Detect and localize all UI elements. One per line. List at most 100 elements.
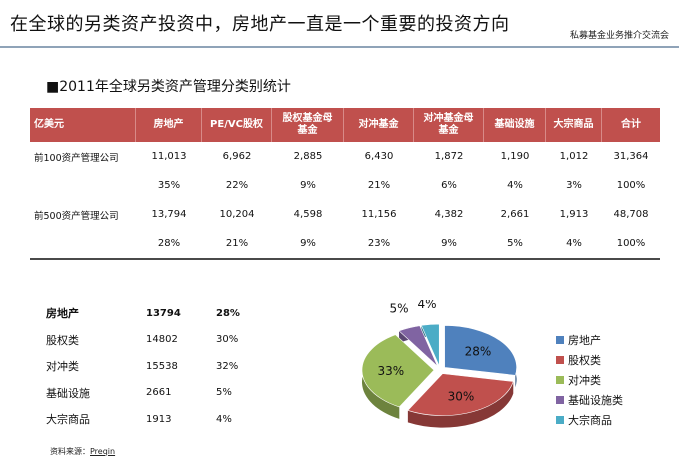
table-cell: 1,012 xyxy=(559,151,589,162)
summary-row: 房地产 13794 28% xyxy=(46,300,266,327)
source-name: Preqin xyxy=(90,447,116,456)
table-header-cell: 合计 xyxy=(621,119,641,130)
legend-swatch xyxy=(556,396,564,404)
table-cell: 31,364 xyxy=(613,151,649,162)
summary-pct: 28% xyxy=(216,307,240,319)
table-header-cell: 房地产 xyxy=(136,108,202,142)
table-cell: 9% xyxy=(441,238,457,249)
summary-amount: 14802 xyxy=(146,334,178,346)
summary-row: 大宗商品 1913 4% xyxy=(46,406,266,433)
legend-swatch xyxy=(556,336,564,344)
table-cell: 4% xyxy=(507,180,523,191)
summary-amount: 1913 xyxy=(146,413,172,425)
table-header-cell: 股权基金母基金 xyxy=(272,108,344,142)
summary-amount: 13794 xyxy=(146,307,181,319)
pie-slice xyxy=(420,323,440,367)
section-title: ■2011年全球另类资产管理分类别统计 xyxy=(46,79,291,95)
table-cell: 13,794 xyxy=(151,209,187,220)
table-header-cell: 亿美元 xyxy=(30,108,136,142)
table-cell: 11,156 xyxy=(361,209,397,220)
table-cell: 6,962 xyxy=(222,151,252,162)
legend-swatch xyxy=(556,356,564,364)
table-cell: 1,872 xyxy=(434,151,464,162)
table-cell: 28% xyxy=(157,238,181,249)
table-cell: 22% xyxy=(225,180,249,191)
table-cell: 4,598 xyxy=(293,209,323,220)
table-cell: 2,885 xyxy=(293,151,323,162)
table-cell: 35% xyxy=(157,180,181,191)
table-header-cell: 大宗商品 xyxy=(546,108,602,142)
summary-name: 大宗商品 xyxy=(46,413,90,427)
table-cell: 6% xyxy=(441,180,457,191)
legend-item: 对冲类 xyxy=(556,370,623,390)
table-cell: 3% xyxy=(566,180,582,191)
row-label: 前100资产管理公司 xyxy=(34,152,119,164)
table-cell: 9% xyxy=(300,238,316,249)
table-row: 28% 21% 9% 23% 9% 5% 4% 100% xyxy=(30,229,660,258)
summary-name: 基础设施 xyxy=(46,386,90,400)
legend-swatch xyxy=(556,376,564,384)
table-cell: 6,430 xyxy=(364,151,394,162)
summary-pct: 30% xyxy=(216,334,239,346)
pie-data-label: 28% xyxy=(465,344,492,358)
legend-item: 基础设施类 xyxy=(556,390,623,410)
source-label: 资料来源： xyxy=(50,447,90,456)
summary-name: 股权类 xyxy=(46,333,79,347)
row-label: 前500资产管理公司 xyxy=(34,210,119,222)
summary-row: 基础设施 2661 5% xyxy=(46,380,266,407)
table-cell: 21% xyxy=(367,180,391,191)
table-cell: 2,661 xyxy=(500,209,530,220)
summary-name: 对冲类 xyxy=(46,360,79,374)
table-row: 前100资产管理公司 11,013 6,962 2,885 6,430 1,872 1,19… xyxy=(30,142,660,171)
pie-data-label: 4% xyxy=(418,300,437,311)
table-cell: 100% xyxy=(616,238,646,249)
table-header-cell: 基础设施 xyxy=(484,108,546,142)
legend-label: 股权类 xyxy=(568,354,601,367)
table-cell: 23% xyxy=(367,238,391,249)
table-divider xyxy=(30,258,660,260)
page-title: 在全球的另类资产投资中，房地产一直是一个重要的投资方向 xyxy=(10,14,510,35)
table-cell: 4,382 xyxy=(434,209,464,220)
table-cell: 10,204 xyxy=(219,209,255,220)
legend-swatch xyxy=(556,416,564,424)
chart-legend: 房地产股权类对冲类基础设施类大宗商品 xyxy=(556,330,623,430)
legend-label: 大宗商品 xyxy=(568,414,612,427)
table-cell: 4% xyxy=(566,238,582,249)
summary-pct: 4% xyxy=(216,413,232,425)
pie-data-label: 30% xyxy=(448,389,475,403)
table-header-row: 亿美元 房地产 PE/VC股权 股权基金母基金 对冲基金 对冲基金母基金 基础设… xyxy=(30,108,660,142)
table-cell: 1,190 xyxy=(500,151,530,162)
legend-item: 大宗商品 xyxy=(556,410,623,430)
table-cell: 21% xyxy=(225,238,249,249)
table-header-cell: PE/VC股权 xyxy=(202,108,272,142)
source-note: 资料来源：Preqin xyxy=(50,446,115,457)
legend-item: 房地产 xyxy=(556,330,623,350)
pie-chart: 28% 30% 33% 5% 4% xyxy=(361,300,517,428)
summary-name: 房地产 xyxy=(46,307,79,321)
brand-text: 私募基金业务推介交流会 xyxy=(569,31,669,41)
table-body: 前100资产管理公司 11,013 6,962 2,885 6,430 1,872 1,19… xyxy=(30,142,660,258)
pie-slice xyxy=(407,373,514,416)
table-row: 35% 22% 9% 21% 6% 4% 3% 100% xyxy=(30,171,660,200)
table-cell: 9% xyxy=(300,180,316,191)
summary-list: 房地产 13794 28% 股权类 14802 30% 对冲类 15538 32% 基础设施 266… xyxy=(46,300,266,433)
pie-slice xyxy=(361,334,435,408)
pie-slice xyxy=(444,325,517,376)
pie-slice xyxy=(398,325,438,367)
legend-label: 基础设施类 xyxy=(568,394,623,407)
pie-data-label: 33% xyxy=(377,364,404,378)
summary-pct: 32% xyxy=(216,360,239,372)
summary-amount: 2661 xyxy=(146,387,172,399)
title-divider xyxy=(0,46,679,48)
table-cell: 5% xyxy=(507,238,523,249)
table-header-cell: 对冲基金母基金 xyxy=(414,108,484,142)
table-cell: 100% xyxy=(616,180,646,191)
table-cell: 11,013 xyxy=(151,151,187,162)
summary-row: 股权类 14802 30% xyxy=(46,327,266,354)
legend-item: 股权类 xyxy=(556,350,623,370)
summary-pct: 5% xyxy=(216,387,232,399)
legend-label: 房地产 xyxy=(568,334,601,347)
summary-row: 对冲类 15538 32% xyxy=(46,353,266,380)
table-cell: 1,913 xyxy=(559,209,589,220)
table-cell: 48,708 xyxy=(613,209,649,220)
